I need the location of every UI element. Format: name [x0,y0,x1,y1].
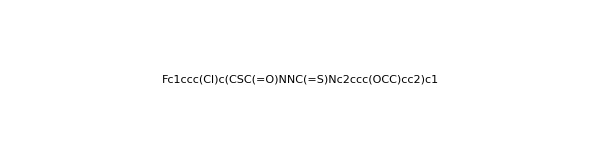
Text: Fc1ccc(Cl)c(CSC(=O)NNC(=S)Nc2ccc(OCC)cc2)c1: Fc1ccc(Cl)c(CSC(=O)NNC(=S)Nc2ccc(OCC)cc2… [161,74,439,84]
